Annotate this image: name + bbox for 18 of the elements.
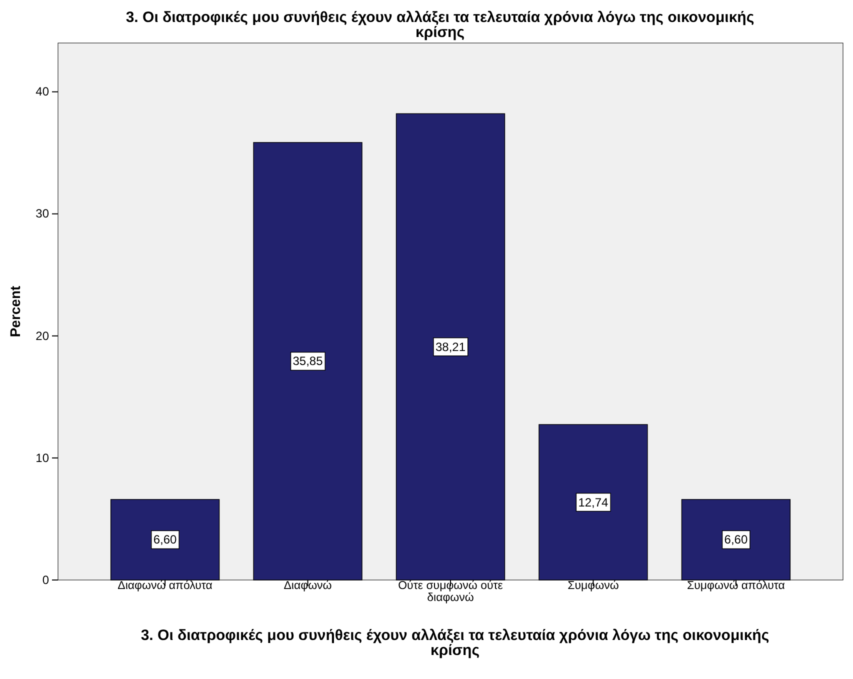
chart-title: 3. Οι διατροφικές μου συνήθεις έχουν αλλάξει τα τελευταία χρόνια λόγω της οικονομικής κρίσης	[126, 9, 754, 41]
x-tick-label: Συμφωνώ	[568, 580, 619, 592]
data-label: 6,60	[153, 532, 178, 547]
x-tick-label: Διαφωνώ απόλυτα	[118, 580, 213, 592]
y-tick-label: 0	[42, 572, 50, 587]
data-label: 38,21	[435, 340, 466, 354]
x-tick-label: Ούτε συμφωνώ ούτε διαφωνώ	[398, 580, 503, 604]
x-tick-label: Συμφωνώ απόλυτα	[686, 580, 786, 592]
x-axis-title: 3. Οι διατροφικές μου συνήθεις έχουν αλλάξει τα τελευταία χρόνια λόγω της οικονομικής κρίσης	[140, 627, 770, 659]
y-tick-label: 30	[36, 206, 50, 221]
y-tick-label: 20	[36, 328, 50, 343]
y-tick-label: 40	[36, 84, 50, 99]
x-tick-label: Διαφωνώ	[284, 580, 332, 592]
y-axis-title: Percent	[7, 285, 23, 338]
data-label: 35,85	[292, 354, 324, 368]
y-tick-label: 10	[36, 450, 50, 465]
data-label: 12,74	[578, 495, 609, 510]
data-label: 6,60	[724, 532, 748, 547]
